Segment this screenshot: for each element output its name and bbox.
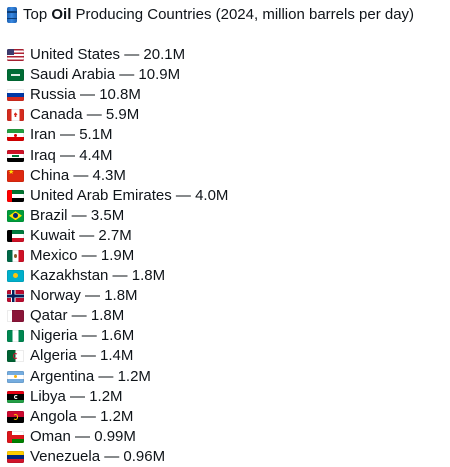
flag-dz-icon [7,350,24,363]
country-name: Kazakhstan [30,267,109,285]
country-value: 2.7M [98,226,132,244]
flag-om-icon [7,430,24,443]
list-item: China — 4.3M [7,166,450,186]
country-name: Iran [30,126,56,144]
country-value: 1.8M [104,287,138,305]
country-name: Qatar [30,307,68,325]
country-value: 5.1M [79,126,113,144]
country-value: 4.4M [79,146,113,164]
country-value: 0.96M [123,447,166,465]
flag-mx-icon [7,249,24,262]
flag-ae-icon [7,189,24,202]
list-item: Oman — 0.99M [7,427,450,447]
list-item: Iraq — 4.4M [7,145,450,165]
flag-qa-icon [7,310,24,323]
country-name: China [30,166,70,184]
country-name: Algeria [30,347,77,365]
flag-iq-icon [7,149,24,162]
country-name: Oman [30,427,71,445]
country-value: 1.8M [90,307,125,325]
flag-ve-icon [7,450,24,463]
list-item: Libya — 1.2M [7,387,450,407]
list-item: Kazakhstan — 1.8M [7,266,450,286]
list-item: Brazil — 3.5M [7,206,450,226]
post-title: Top Oil Producing Countries (2024, milli… [7,5,450,25]
flag-kw-icon [7,229,24,242]
list-item: Mexico — 1.9M [7,246,450,266]
list-item: Canada — 5.9M [7,105,450,125]
flag-br-icon [7,209,24,222]
country-value: 1.4M [100,347,134,365]
oil-drum-icon [7,7,17,23]
list-item: Norway — 1.8M [7,286,450,306]
list-item: Argentina — 1.2M [7,367,450,387]
list-item: Saudi Arabia — 10.9M [7,65,450,85]
country-name: Kuwait [30,226,76,244]
list-item: Angola — 1.2M [7,407,450,427]
list-item: United States — 20.1M [7,45,450,65]
country-name: Saudi Arabia [30,66,116,84]
country-value: 1.2M [100,407,134,425]
country-name: Angola [30,407,77,425]
flag-ao-icon [7,410,24,423]
country-name: Venezuela [30,447,101,465]
list-item: Nigeria — 1.6M [7,326,450,346]
country-value: 1.2M [117,367,151,385]
list-item: United Arab Emirates — 4.0M [7,186,450,206]
list-item: Venezuela — 0.96M [7,447,450,467]
flag-ru-icon [7,89,24,102]
flag-ng-icon [7,330,24,343]
list-item: Iran — 5.1M [7,125,450,145]
country-name: Nigeria [30,327,78,345]
country-name: Libya [30,387,66,405]
country-name: Brazil [30,206,68,224]
country-name: Norway [30,287,81,305]
country-value: 1.2M [89,387,123,405]
flag-ir-icon [7,129,24,142]
country-value: 3.5M [90,206,125,224]
flag-kz-icon [7,270,24,283]
list-item: Kuwait — 2.7M [7,226,450,246]
title-suffix: Producing Countries (2024, million barre… [71,6,415,23]
country-name: Canada [30,106,83,124]
list-item: Algeria — 1.4M [7,346,450,366]
flag-ar-icon [7,370,24,383]
country-name: Iraq [30,146,56,164]
title-prefix: Top [23,6,52,23]
flag-us-icon [7,49,24,62]
country-name: Argentina [30,367,95,385]
country-value: 1.6M [100,327,135,345]
flag-cn-icon [7,169,24,182]
country-name: Mexico [30,246,78,264]
country-name: United States [30,46,121,64]
flag-no-icon [7,290,24,303]
country-name: Russia [30,86,76,104]
title-bold: Oil [51,6,72,23]
country-value: 5.9M [105,106,140,124]
country-value: 0.99M [94,427,136,445]
list-item: Qatar — 1.8M [7,306,450,326]
list-item: Russia — 10.8M [7,85,450,105]
country-name: United Arab Emirates [30,186,172,204]
flag-sa-icon [7,69,24,82]
flag-ly-icon [7,390,24,403]
country-value: 1.9M [100,246,135,264]
country-value: 20.1M [143,46,186,64]
country-value: 4.0M [195,186,229,204]
country-value: 1.8M [131,267,166,285]
country-value: 4.3M [92,166,126,184]
country-value: 10.8M [99,86,141,104]
country-list: United States — 20.1M Saudi Arabia — 10.… [7,45,450,467]
country-value: 10.9M [138,66,181,84]
flag-ca-icon [7,109,24,122]
